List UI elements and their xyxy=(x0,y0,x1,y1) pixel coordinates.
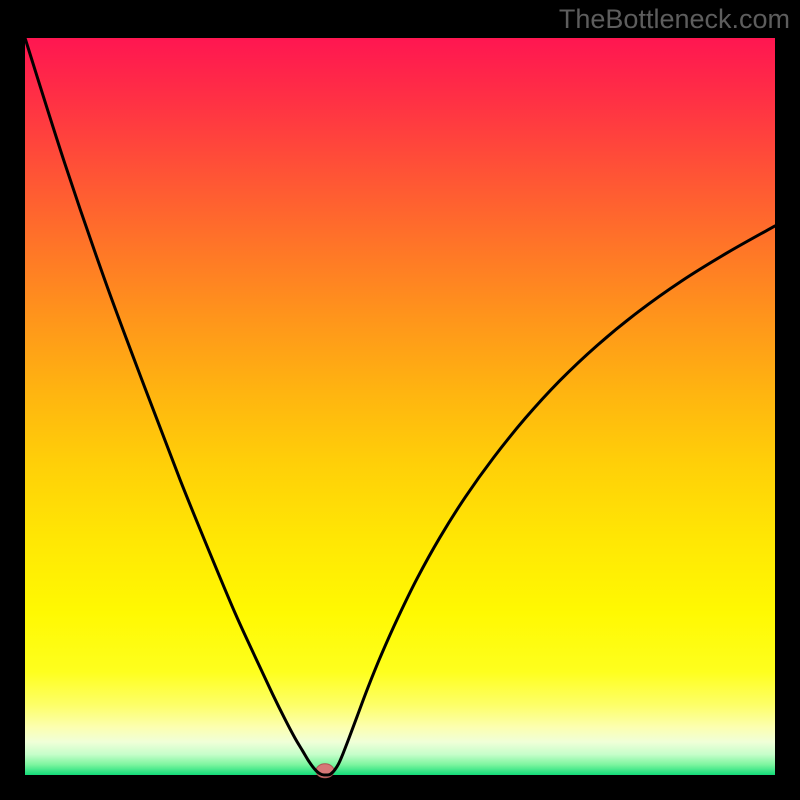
watermark-text: TheBottleneck.com xyxy=(559,4,790,35)
bottleneck-chart xyxy=(0,0,800,800)
plot-background xyxy=(25,38,775,775)
